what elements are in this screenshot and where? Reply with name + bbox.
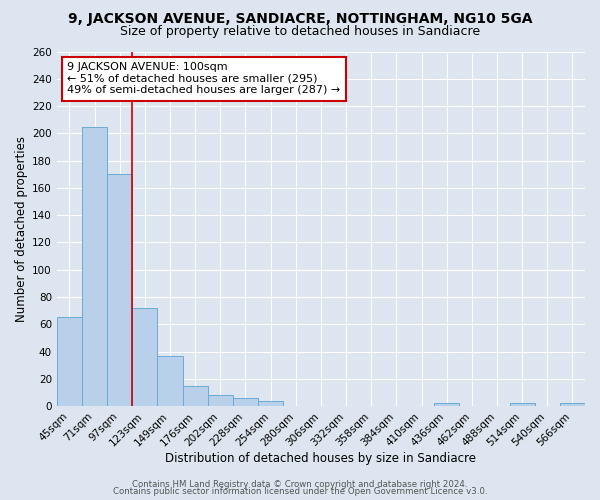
Bar: [107, 174, 132, 406]
Text: Contains public sector information licensed under the Open Government Licence v3: Contains public sector information licen…: [113, 487, 487, 496]
Bar: [233, 398, 258, 406]
Bar: [132, 308, 157, 406]
Y-axis label: Number of detached properties: Number of detached properties: [15, 136, 28, 322]
Bar: [258, 400, 283, 406]
Bar: [182, 386, 208, 406]
Bar: [208, 395, 233, 406]
Text: Contains HM Land Registry data © Crown copyright and database right 2024.: Contains HM Land Registry data © Crown c…: [132, 480, 468, 489]
Bar: [57, 318, 82, 406]
Bar: [434, 404, 459, 406]
X-axis label: Distribution of detached houses by size in Sandiacre: Distribution of detached houses by size …: [166, 452, 476, 465]
Bar: [509, 404, 535, 406]
Bar: [157, 356, 182, 406]
Text: 9 JACKSON AVENUE: 100sqm
← 51% of detached houses are smaller (295)
49% of semi-: 9 JACKSON AVENUE: 100sqm ← 51% of detach…: [67, 62, 341, 96]
Bar: [560, 404, 585, 406]
Text: Size of property relative to detached houses in Sandiacre: Size of property relative to detached ho…: [120, 25, 480, 38]
Text: 9, JACKSON AVENUE, SANDIACRE, NOTTINGHAM, NG10 5GA: 9, JACKSON AVENUE, SANDIACRE, NOTTINGHAM…: [68, 12, 532, 26]
Bar: [82, 126, 107, 406]
